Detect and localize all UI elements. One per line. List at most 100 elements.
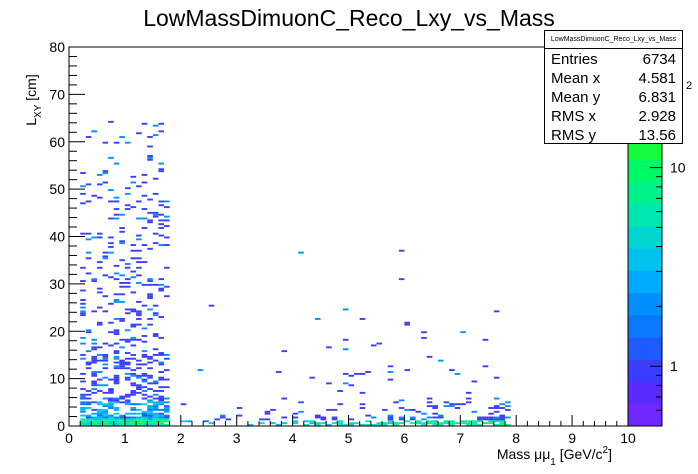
- histogram-cell: [85, 397, 92, 400]
- histogram-cell: [320, 418, 327, 421]
- histogram-cell: [85, 136, 92, 138]
- histogram-cell: [270, 422, 276, 425]
- histogram-cell: [124, 281, 131, 284]
- histogram-cell: [113, 355, 120, 358]
- histogram-cell: [96, 291, 103, 294]
- histogram-cell: [465, 422, 472, 425]
- histogram-cell: [141, 327, 148, 330]
- histogram-cell: [108, 424, 114, 427]
- histogram-cell: [113, 412, 120, 415]
- histogram-cell: [102, 295, 109, 298]
- histogram-cell: [124, 412, 131, 415]
- histogram-cell: [264, 410, 271, 413]
- histogram-cell: [147, 283, 153, 286]
- histogram-cell: [493, 310, 500, 313]
- histogram-cell: [108, 156, 114, 159]
- histogram-cell: [124, 285, 131, 288]
- histogram-cell: [102, 403, 109, 406]
- histogram-cell: [85, 407, 92, 409]
- histogram-cell: [80, 202, 86, 205]
- histogram-cell: [130, 407, 137, 409]
- histogram-cell: [141, 244, 148, 246]
- histogram-cell: [141, 403, 148, 406]
- histogram-cell: [152, 177, 159, 180]
- histogram-cell: [80, 192, 86, 195]
- histogram-cell: [275, 424, 282, 427]
- histogram-cell: [158, 390, 165, 392]
- histogram-cell: [119, 359, 125, 362]
- histogram-cell: [80, 410, 86, 413]
- histogram-cell: [119, 259, 125, 262]
- histogram-cell: [91, 412, 97, 415]
- histogram-cell: [382, 422, 388, 425]
- histogram-cell: [113, 162, 120, 165]
- x-tick-label: 2: [177, 430, 185, 446]
- histogram-cell: [259, 418, 265, 421]
- histogram-cell: [136, 386, 142, 389]
- histogram-cell: [124, 361, 131, 364]
- histogram-cell: [113, 361, 120, 364]
- histogram-cell: [136, 249, 142, 252]
- histogram-cell: [152, 134, 159, 137]
- palette-band: [628, 292, 662, 316]
- histogram-cell: [124, 266, 131, 269]
- histogram-cell: [354, 422, 360, 425]
- histogram-cell: [124, 329, 131, 332]
- stats-label: Mean y: [551, 89, 601, 106]
- histogram-cell: [102, 397, 109, 400]
- histogram-cell: [314, 424, 321, 427]
- histogram-cell: [499, 418, 506, 421]
- histogram-cell: [108, 407, 114, 409]
- stats-value: 6.831: [638, 89, 676, 106]
- histogram-cell: [136, 408, 142, 411]
- histogram-cell: [493, 376, 500, 379]
- histogram-cell: [102, 363, 109, 366]
- histogram-cell: [119, 395, 125, 398]
- histogram-cell: [102, 255, 109, 258]
- histogram-cell: [108, 344, 114, 347]
- histogram-cell: [80, 388, 86, 390]
- x-tick-label: 9: [568, 430, 576, 446]
- histogram-cell: [130, 422, 137, 425]
- histogram-cell: [130, 257, 137, 260]
- histogram-cell: [281, 422, 288, 425]
- histogram-cell: [113, 408, 120, 411]
- histogram-cell: [141, 418, 148, 421]
- histogram-cell: [152, 314, 159, 317]
- histogram-cell: [124, 376, 131, 379]
- histogram-cell: [96, 306, 103, 309]
- histogram-cell: [443, 422, 450, 425]
- histogram-cell: [113, 300, 120, 303]
- histogram-cell: [152, 405, 159, 408]
- histogram-cell: [141, 380, 148, 383]
- histogram-cell: [136, 424, 142, 427]
- palette-band: [628, 159, 662, 182]
- histogram-cell: [158, 412, 165, 415]
- histogram-cell: [409, 416, 416, 419]
- histogram-cell: [337, 422, 343, 425]
- histogram-cell: [147, 408, 153, 411]
- histogram-cell: [141, 304, 148, 307]
- histogram-cell: [130, 338, 137, 341]
- histogram-cell: [158, 395, 165, 398]
- histogram-cell: [141, 393, 148, 396]
- histogram-cell: [421, 424, 427, 427]
- histogram-cell: [119, 420, 125, 423]
- histogram-cell: [96, 183, 103, 186]
- histogram-cell: [493, 420, 500, 423]
- histogram-cell: [130, 353, 137, 356]
- histogram-cell: [130, 270, 137, 273]
- histogram-cell: [158, 424, 165, 427]
- histogram-cell: [124, 401, 131, 404]
- histogram-cell: [96, 196, 103, 199]
- histogram-cell: [102, 342, 109, 345]
- histogram-cell: [426, 422, 433, 425]
- histogram-cell: [124, 372, 131, 375]
- x-tick-label: 0: [65, 430, 73, 446]
- histogram-cell: [85, 414, 92, 417]
- histogram-cell: [108, 405, 114, 408]
- histogram-cell: [91, 374, 97, 377]
- histogram-cell: [342, 308, 349, 311]
- x-tick-label: 6: [401, 430, 409, 446]
- histogram-cell: [119, 274, 125, 277]
